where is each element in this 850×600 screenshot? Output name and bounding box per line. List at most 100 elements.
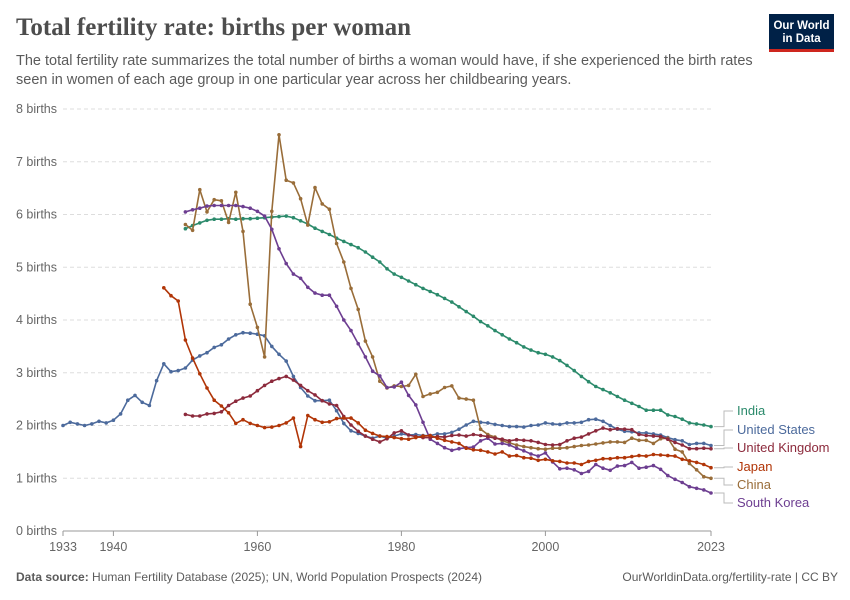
series-label-china[interactable]: China [737,477,772,492]
data-point [536,423,540,427]
x-tick-label: 1940 [99,540,127,554]
data-point [406,383,411,388]
data-point [543,352,548,357]
data-point [630,427,634,432]
data-point [313,417,317,422]
data-point [478,439,483,443]
data-point [334,241,339,246]
data-point [284,178,289,182]
y-tick-label: 2 births [16,419,57,433]
owid-logo[interactable]: Our World in Data [769,14,834,52]
data-point [622,427,627,432]
data-point [500,450,505,454]
data-point [255,423,260,428]
data-point [90,422,94,426]
data-point [212,203,216,208]
data-point [579,443,584,448]
series-china[interactable] [183,133,713,481]
data-point [234,190,238,195]
data-point [680,417,684,422]
data-point [270,209,274,214]
data-point [709,443,713,448]
data-point [111,418,116,423]
data-point [385,434,389,439]
data-point [536,458,540,463]
data-point [507,439,512,443]
data-point [514,340,519,345]
data-point [673,447,677,452]
data-point [464,397,469,401]
series-japan[interactable] [162,286,713,470]
data-point [471,448,476,452]
series-label-south-korea[interactable]: South Korea [737,495,810,510]
data-point [205,204,209,208]
data-point [435,441,440,446]
data-point [450,440,454,444]
series-india[interactable] [183,214,713,429]
data-point [334,416,339,421]
data-point [500,333,505,337]
data-point [673,414,677,419]
data-point [327,207,332,211]
data-point [226,403,231,408]
data-point [183,338,188,342]
data-point [594,462,598,467]
data-point [457,427,461,432]
series-label-japan[interactable]: Japan [737,459,772,474]
data-point [435,436,440,441]
data-point [550,443,555,447]
data-source-text[interactable]: Human Fertility Database (2025); UN, Wor… [92,570,482,584]
data-point [522,438,526,443]
series-label-india[interactable]: India [737,403,766,418]
data-point [421,286,425,291]
data-point [680,443,684,447]
data-point [198,372,202,376]
data-point [342,416,346,420]
data-point [644,465,648,470]
data-point [219,343,224,347]
data-point [255,216,260,220]
data-point [550,422,555,426]
data-point [414,435,418,440]
data-point [550,355,555,359]
data-point [637,404,641,409]
footer-link[interactable]: OurWorldinData.org/fertility-rate | CC B… [622,570,838,584]
data-point [298,444,303,449]
series-label-united-kingdom[interactable]: United Kingdom [737,440,830,455]
data-point [284,359,289,363]
data-point [349,416,353,420]
data-point [183,226,188,231]
data-point [320,420,325,425]
data-point [500,441,505,446]
data-point [399,380,404,385]
data-point [709,491,713,495]
data-point [572,444,576,449]
data-point [399,384,404,389]
data-point [543,447,548,452]
data-point [637,453,641,458]
chart-subtitle: The total fertility rate summarizes the … [16,53,753,88]
data-point [586,469,591,474]
series-label-united-states[interactable]: United States [737,422,816,437]
data-point [536,454,540,458]
data-point [709,446,713,451]
data-point [687,484,692,489]
logo-line-2: in Data [782,33,821,45]
series-group [61,133,713,495]
data-point [306,388,310,393]
data-point [212,398,216,403]
data-point [363,428,368,433]
data-point [385,385,389,390]
data-point [378,260,382,264]
data-point [421,434,425,438]
data-point [702,474,706,479]
data-point [298,276,303,281]
data-point [478,319,483,324]
data-point [118,412,123,416]
label-connector [714,410,733,428]
data-point [349,328,353,333]
data-point [277,376,281,381]
data-point [493,452,497,456]
data-point [694,446,699,451]
data-point [363,355,368,359]
